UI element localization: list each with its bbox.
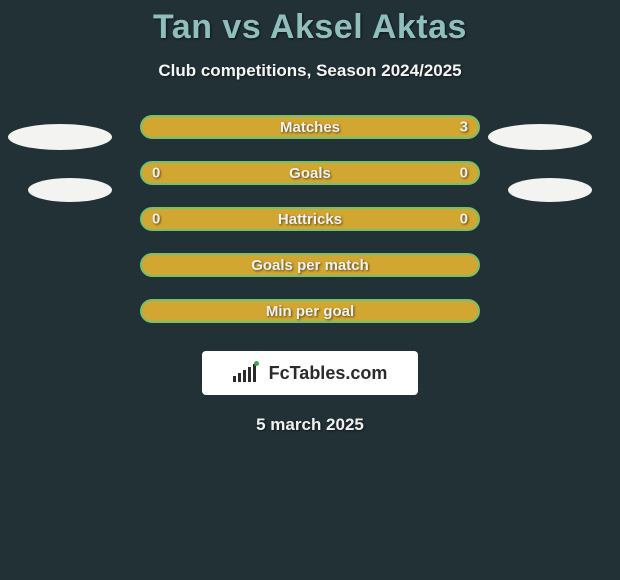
- stat-row-matches: Matches 3: [140, 115, 480, 139]
- stat-label: Hattricks: [278, 211, 342, 228]
- stat-value-left: 0: [152, 211, 160, 228]
- stat-label: Goals per match: [251, 257, 369, 274]
- player-right-ellipse-2: [508, 178, 592, 202]
- date-label: 5 march 2025: [256, 415, 364, 435]
- bar-chart-icon: [233, 364, 263, 382]
- page-subtitle: Club competitions, Season 2024/2025: [158, 61, 461, 81]
- stat-row-goals: 0 Goals 0: [140, 161, 480, 185]
- page-title: Tan vs Aksel Aktas: [153, 8, 467, 47]
- player-left-ellipse-1: [8, 124, 112, 150]
- player-left-ellipse-2: [28, 178, 112, 202]
- logo-text: FcTables.com: [269, 363, 388, 384]
- stat-label: Goals: [289, 165, 331, 182]
- stat-value-right: 0: [460, 165, 468, 182]
- player-right-ellipse-1: [488, 124, 592, 150]
- stat-value-left: 0: [152, 165, 160, 182]
- stat-row-min-per-goal: Min per goal: [140, 299, 480, 323]
- stat-value-right: 0: [460, 211, 468, 228]
- stat-value-right: 3: [460, 119, 468, 136]
- logo-dot-icon: [254, 361, 259, 366]
- logo-box: FcTables.com: [202, 351, 418, 395]
- stats-area: Matches 3 0 Goals 0 0 Hattricks 0 Goals …: [0, 115, 620, 345]
- stat-row-hattricks: 0 Hattricks 0: [140, 207, 480, 231]
- infographic-root: Tan vs Aksel Aktas Club competitions, Se…: [0, 0, 620, 580]
- stat-label: Min per goal: [266, 303, 354, 320]
- stat-label: Matches: [280, 119, 340, 136]
- stat-row-goals-per-match: Goals per match: [140, 253, 480, 277]
